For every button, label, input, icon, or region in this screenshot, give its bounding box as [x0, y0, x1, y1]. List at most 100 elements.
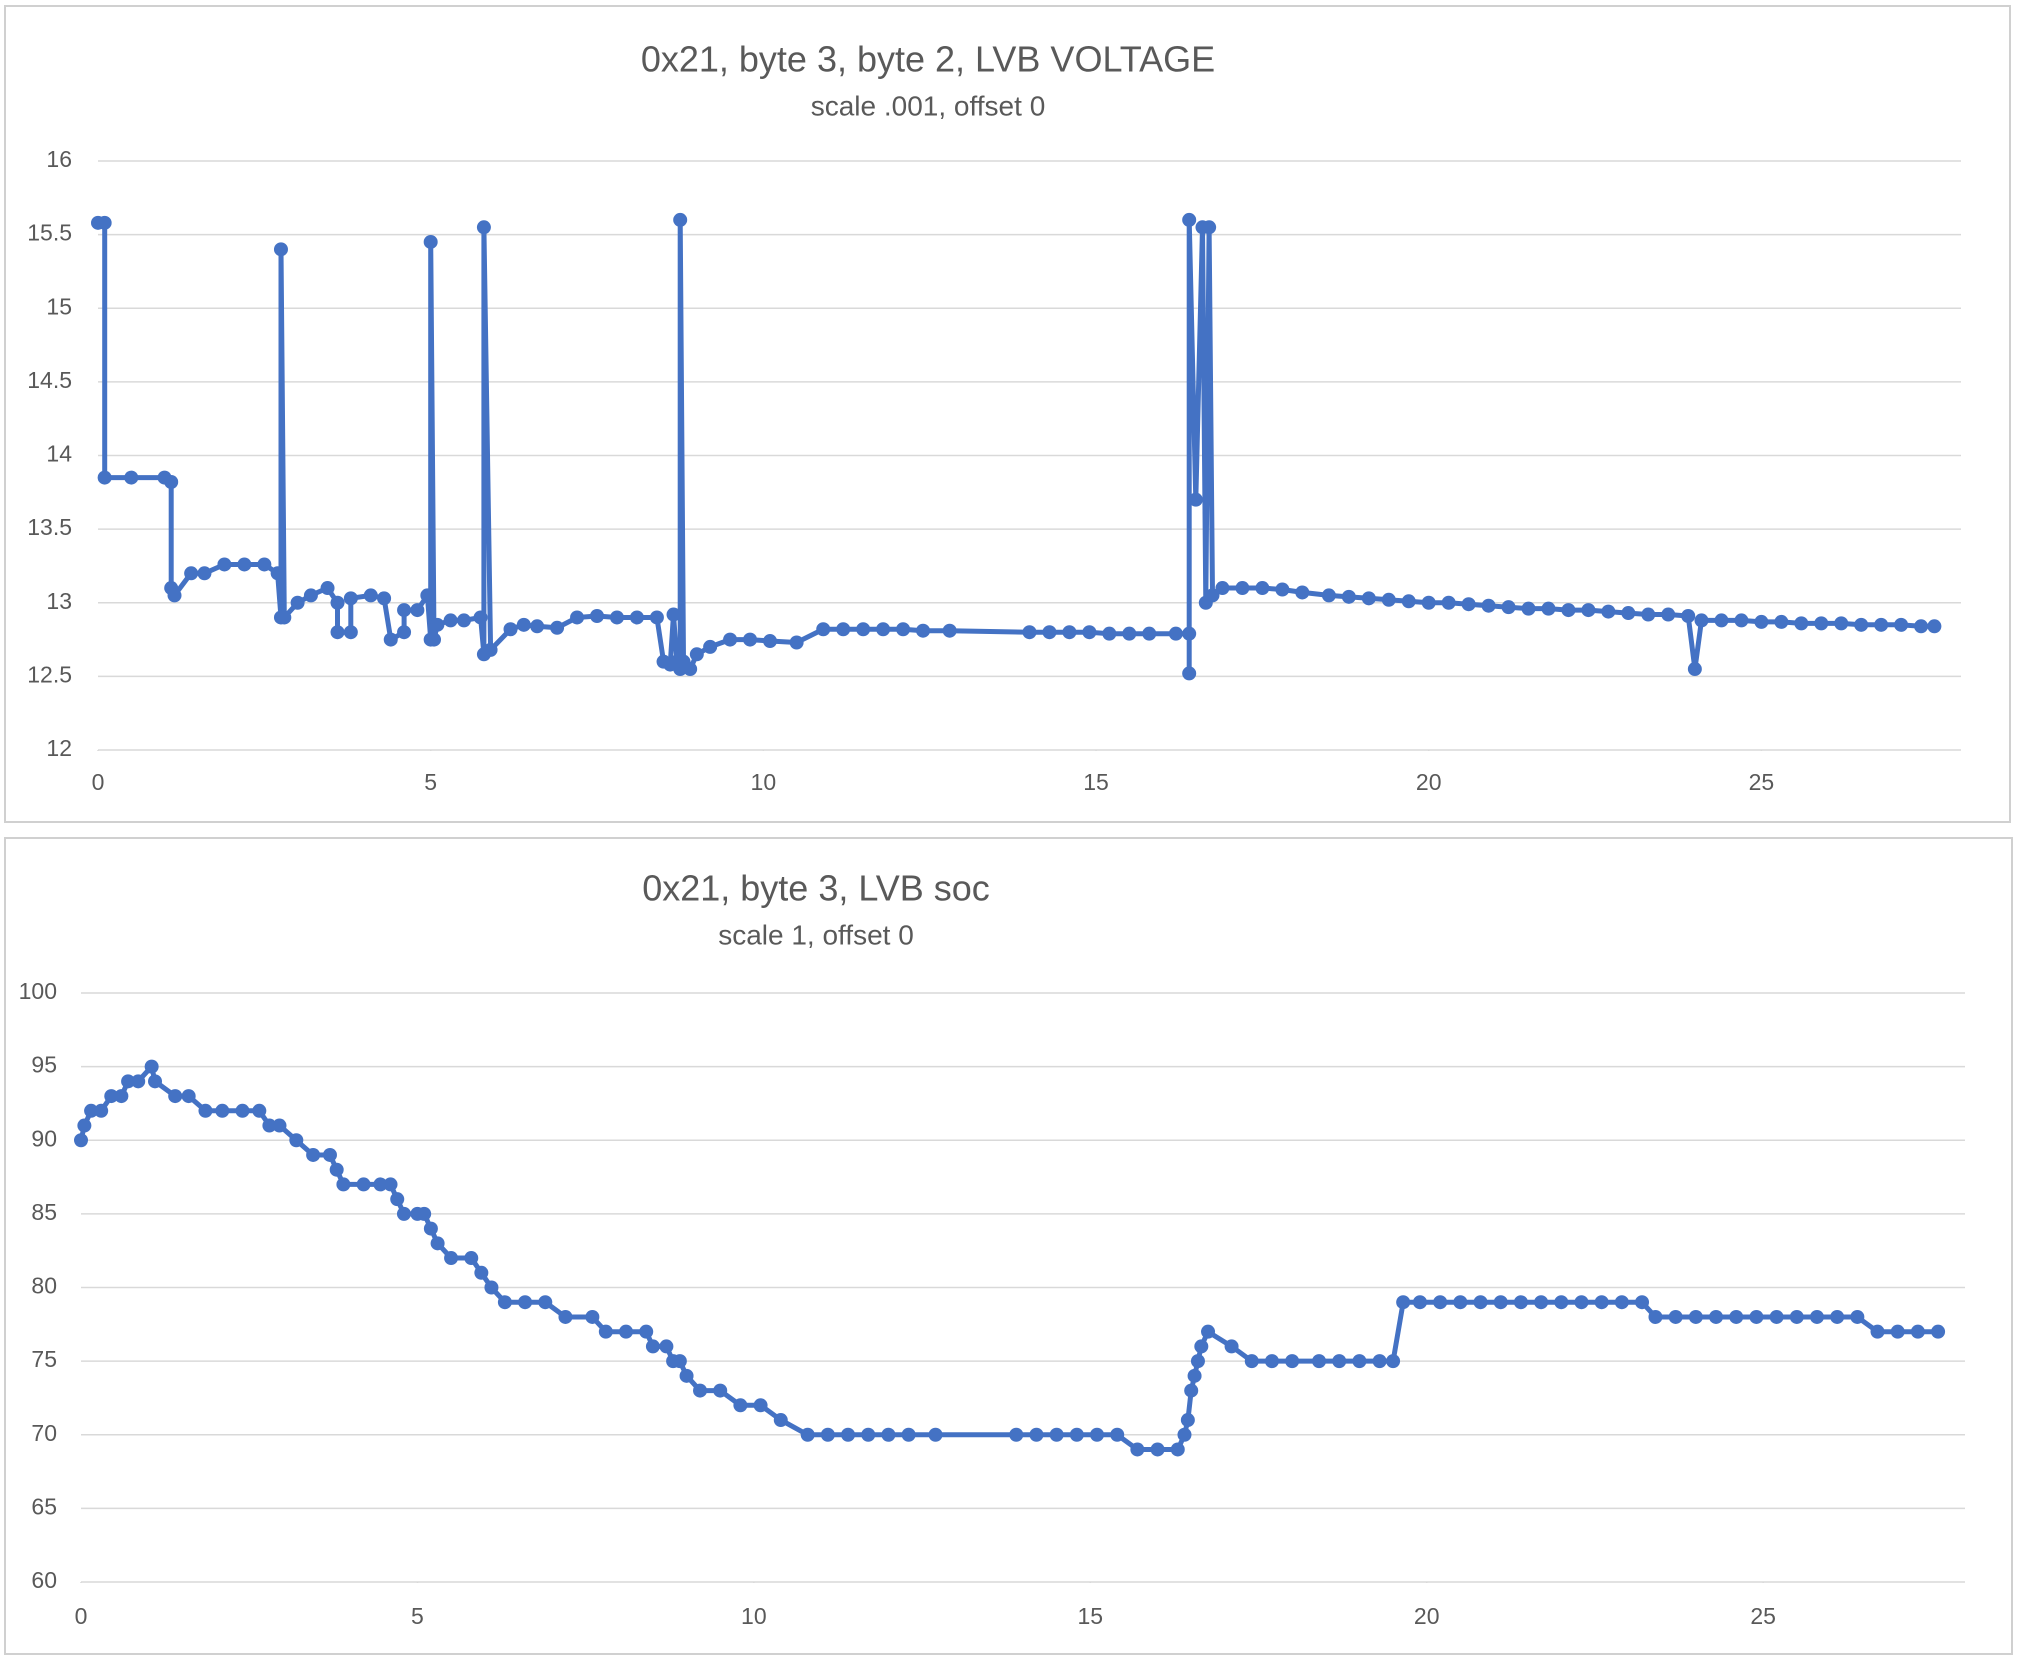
data-point [585, 1309, 600, 1324]
data-point [77, 1118, 92, 1133]
data-point [1102, 626, 1117, 641]
y-tick-label: 15 [46, 293, 72, 319]
data-point [456, 613, 471, 628]
data-point [289, 1133, 304, 1148]
x-tick-label: 15 [1083, 769, 1109, 795]
data-point [74, 1133, 88, 1148]
data-point [789, 635, 804, 650]
data-point [270, 566, 285, 581]
data-point [217, 557, 232, 572]
data-point [144, 1059, 159, 1074]
data-point [1754, 614, 1769, 629]
data-point [1521, 601, 1536, 616]
data-point [530, 619, 545, 634]
data-point [397, 625, 412, 640]
data-point [1814, 616, 1829, 631]
data-point [1574, 1295, 1589, 1310]
data-point [856, 622, 871, 637]
y-tick-label: 14.5 [27, 367, 72, 393]
data-point [168, 1089, 183, 1104]
data-point [1170, 1442, 1185, 1457]
data-point [1188, 492, 1203, 507]
data-point [273, 242, 288, 257]
data-point [1834, 616, 1849, 631]
y-tick-label: 60 [31, 1567, 57, 1593]
data-point [1235, 581, 1250, 596]
data-point [666, 607, 681, 622]
data-point [928, 1427, 943, 1442]
data-point [148, 1074, 163, 1089]
y-tick-label: 12.5 [27, 661, 72, 687]
data-point [1648, 1309, 1663, 1324]
data-point [1082, 625, 1097, 640]
data-point [1069, 1427, 1084, 1442]
data-point [659, 1339, 674, 1354]
data-point [679, 1368, 694, 1383]
data-point [1168, 626, 1183, 641]
data-point [570, 610, 585, 625]
data-point [649, 610, 664, 625]
data-point [1809, 1309, 1824, 1324]
data-point [733, 1398, 748, 1413]
chart-subtitle: scale .001, offset 0 [811, 90, 1046, 121]
data-point [816, 622, 831, 637]
data-point [639, 1324, 654, 1339]
data-point [396, 1206, 411, 1221]
x-tick-label: 15 [1077, 1603, 1103, 1629]
x-tick-label: 5 [411, 1603, 424, 1629]
data-point [1681, 609, 1696, 624]
data-point [444, 1251, 459, 1266]
data-point [558, 1309, 573, 1324]
data-point [417, 1206, 432, 1221]
y-tick-label: 70 [31, 1420, 57, 1446]
data-point [683, 662, 698, 677]
data-point [629, 610, 644, 625]
data-point [464, 1251, 479, 1266]
data-point [1601, 604, 1616, 619]
data-point [420, 588, 435, 603]
data-point [861, 1427, 876, 1442]
data-point [410, 603, 425, 618]
data-point [1352, 1354, 1367, 1369]
data-point [373, 1177, 388, 1192]
data-point [1187, 1368, 1202, 1383]
data-point [876, 622, 891, 637]
data-point [1184, 1383, 1199, 1398]
data-point [645, 1339, 660, 1354]
data-point [800, 1427, 815, 1442]
data-point [1541, 601, 1556, 616]
data-point [290, 595, 305, 610]
data-point [1668, 1309, 1683, 1324]
data-point [1312, 1354, 1327, 1369]
data-point [1150, 1442, 1165, 1457]
data-point [1709, 1309, 1724, 1324]
data-point [377, 591, 392, 606]
data-point [1461, 597, 1476, 612]
data-point [1180, 1413, 1195, 1428]
data-point [1441, 595, 1456, 610]
data-point [184, 566, 199, 581]
data-point [330, 595, 345, 610]
data-point [1661, 607, 1676, 622]
data-point [1182, 626, 1197, 641]
data-point [262, 1118, 277, 1133]
data-point [1090, 1427, 1105, 1442]
data-point [356, 1177, 371, 1192]
data-point [1022, 625, 1037, 640]
data-point [84, 1103, 99, 1118]
data-point [164, 475, 179, 490]
data-point [1202, 220, 1217, 235]
data-point [320, 581, 335, 596]
data-point [1794, 616, 1809, 631]
data-point [1433, 1295, 1448, 1310]
y-tick-label: 14 [46, 441, 72, 467]
x-tick-label: 20 [1416, 769, 1442, 795]
x-tick-label: 25 [1750, 1603, 1776, 1629]
data-point [1635, 1295, 1650, 1310]
data-point [114, 1089, 129, 1104]
data-point [430, 617, 445, 632]
data-point [397, 603, 412, 618]
data-point [1473, 1295, 1488, 1310]
x-tick-label: 20 [1414, 1603, 1440, 1629]
chart-subtitle: scale 1, offset 0 [718, 919, 914, 950]
